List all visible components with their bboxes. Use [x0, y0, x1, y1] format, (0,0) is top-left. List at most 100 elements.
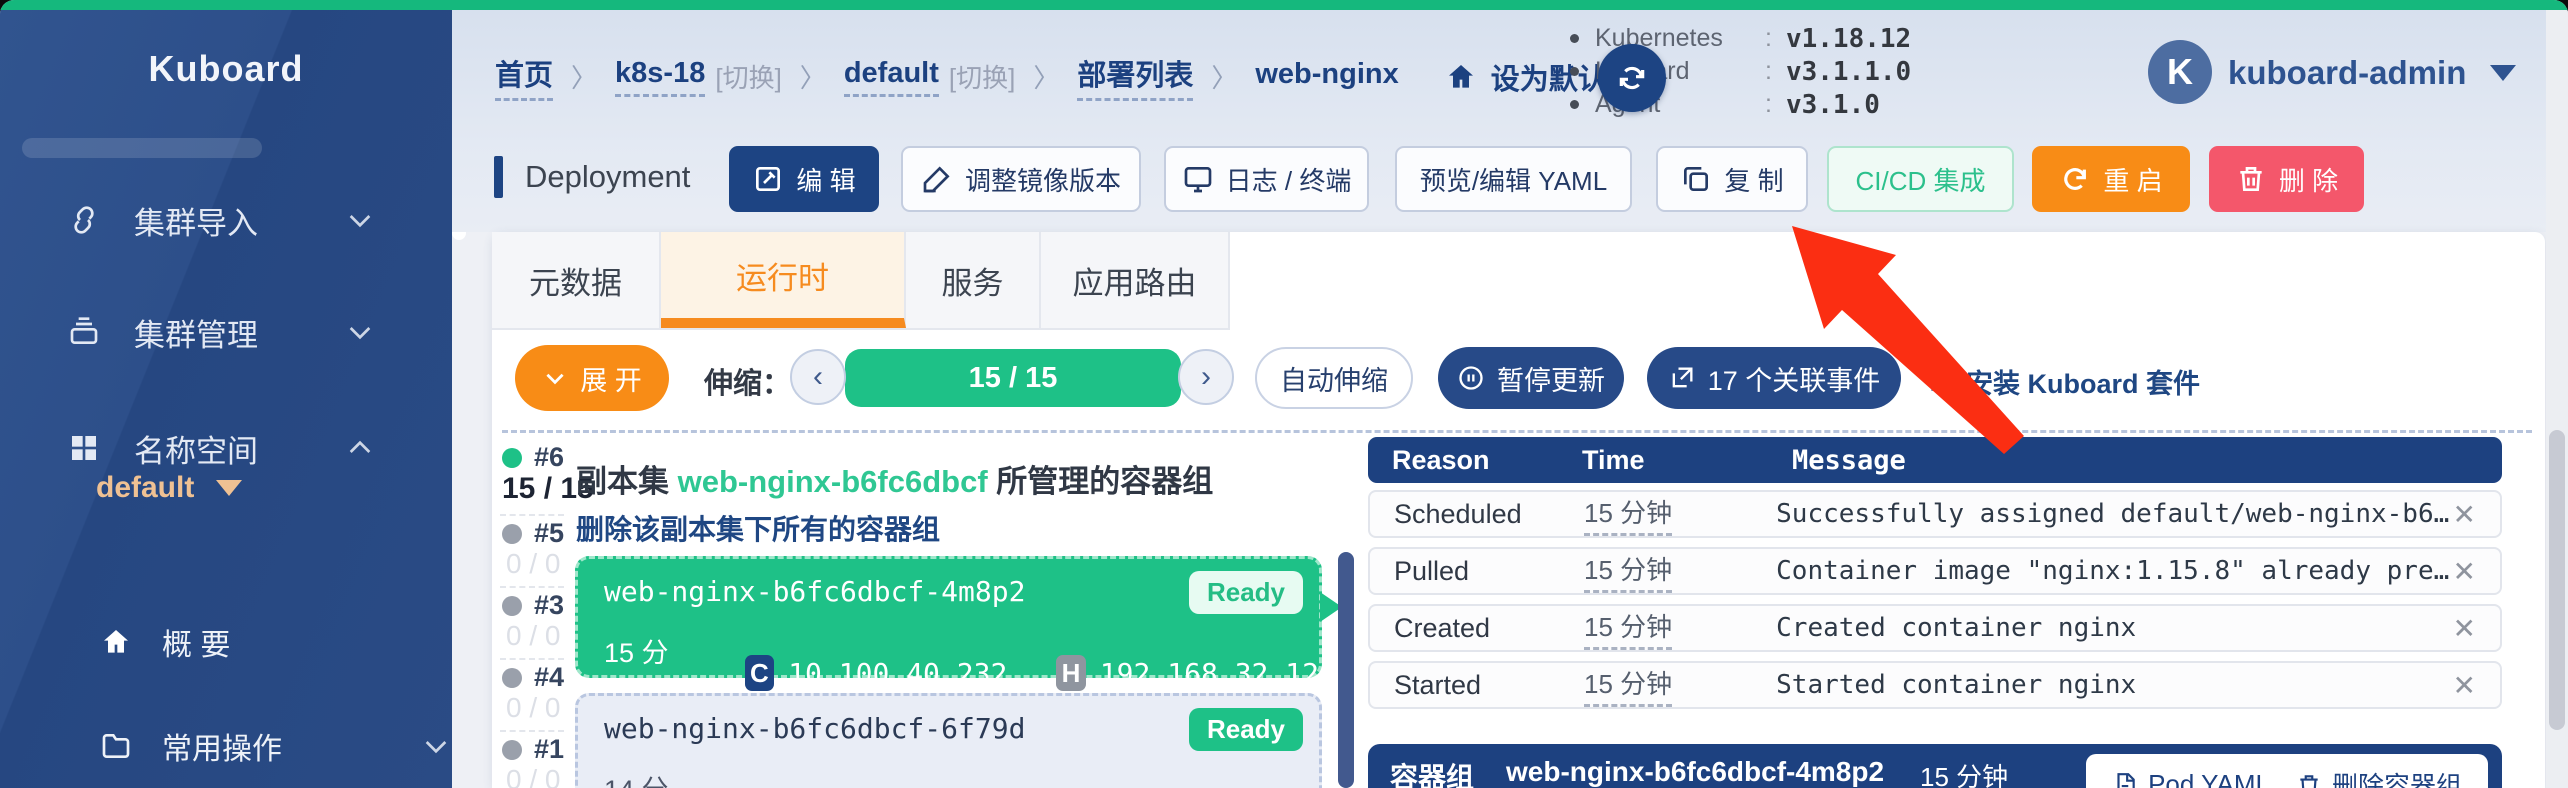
- replicaset-title: 副本集 web-nginx-b6fc6dbcf 所管理的容器组: [576, 464, 1214, 499]
- breadcrumb-cluster[interactable]: k8s-18: [615, 57, 706, 97]
- namespace-switch-link[interactable]: [切换]: [948, 63, 1016, 93]
- rail-separator: [500, 730, 564, 732]
- pod-name: web-nginx-b6fc6dbcf-6f79d: [604, 712, 1026, 745]
- pause-update-button[interactable]: 暂停更新: [1438, 347, 1624, 409]
- sidebar-item-cluster-import[interactable]: 集群导入: [0, 184, 452, 256]
- expand-button[interactable]: 展 开: [515, 345, 669, 411]
- page-scrollbar[interactable]: [2546, 10, 2568, 788]
- page-scrollbar-thumb[interactable]: [2549, 430, 2565, 730]
- copy-button[interactable]: 复 制: [1656, 146, 1808, 212]
- restart-button[interactable]: 重 启: [2032, 146, 2190, 212]
- rail-separator: [500, 658, 564, 660]
- external-link-icon: [1668, 364, 1696, 392]
- revision-dot: [502, 523, 522, 544]
- refresh-versions-button[interactable]: [1598, 44, 1666, 112]
- revision-item[interactable]: #4: [502, 662, 564, 693]
- restart-icon: [2059, 163, 2091, 195]
- edit-button[interactable]: 编 辑: [729, 146, 879, 212]
- tab-metadata[interactable]: 元数据: [492, 232, 661, 328]
- delete-button[interactable]: 删 除: [2209, 146, 2364, 212]
- pod-detail-label: 容器组: [1390, 762, 1475, 788]
- tab-ingress[interactable]: 应用路由: [1041, 232, 1230, 328]
- events-header: Reason Time Message: [1368, 437, 2502, 483]
- pod-detail-age: 15 分钟: [1920, 762, 2009, 788]
- revision-count: 15 / 15: [502, 472, 594, 505]
- chevron-down-icon: [344, 316, 376, 348]
- triangle-down-icon: [216, 480, 243, 496]
- top-accent-bar: [0, 0, 2568, 10]
- revision-item[interactable]: #5: [502, 518, 564, 549]
- scale-down-button[interactable]: ‹: [790, 349, 846, 405]
- replicaset-name: web-nginx-b6fc6dbcf: [677, 464, 988, 499]
- delete-pod-button[interactable]: 删除容器组: [2296, 766, 2462, 788]
- breadcrumb-deploy-list[interactable]: 部署列表: [1077, 52, 1194, 101]
- event-row: Started 15 分钟 Started container nginx ✕: [1368, 661, 2502, 709]
- pod-card[interactable]: web-nginx-b6fc6dbcf-6f79d Ready 14 分钟 C …: [575, 693, 1322, 788]
- breadcrumb-separator: 〉: [1033, 63, 1060, 93]
- scale-up-button[interactable]: ›: [1178, 349, 1234, 405]
- tab-service[interactable]: 服务: [906, 232, 1041, 328]
- cluster-switch-link[interactable]: [切换]: [715, 63, 782, 93]
- caret-down-icon: [2490, 65, 2517, 81]
- pencil-icon: [921, 163, 953, 195]
- tab-bar: 元数据 运行时 服务 应用路由: [492, 232, 1230, 330]
- breadcrumb-namespace[interactable]: default: [843, 57, 939, 97]
- terminal-icon: [1182, 163, 1214, 195]
- close-icon[interactable]: ✕: [2452, 612, 2476, 644]
- breadcrumb-home[interactable]: 首页: [495, 52, 554, 101]
- user-menu[interactable]: kuboard-admin: [2228, 54, 2517, 92]
- host-ip: 192.168.32.12: [1099, 656, 1319, 690]
- sidebar-item-label: 概 要: [162, 629, 231, 662]
- logs-terminal-button[interactable]: 日志 / 终端: [1164, 146, 1369, 212]
- sidebar-item-cluster-manage[interactable]: 集群管理: [0, 296, 452, 368]
- revision-item[interactable]: #6: [502, 442, 564, 473]
- close-icon[interactable]: ✕: [2452, 555, 2476, 587]
- revision-item[interactable]: #1: [502, 734, 564, 765]
- pod-status-badge: Ready: [1188, 708, 1303, 751]
- sidebar-item-label: 常用操作: [162, 733, 282, 766]
- close-icon[interactable]: ✕: [2452, 669, 2476, 701]
- pod-status-badge: Ready: [1188, 571, 1303, 614]
- pod-meta: 14 分钟 C 10.100.40.218 H 192.168.32.12: [604, 768, 1319, 788]
- install-addon-link[interactable]: 安装 Kuboard 套件: [1926, 362, 2200, 401]
- pod-meta: 15 分钟 C 10.100.40.232 H 192.168.32.12: [604, 631, 1319, 715]
- sidebar-item-namespace[interactable]: 名称空间: [0, 412, 452, 484]
- revision-count: 0 / 0: [506, 764, 561, 788]
- sidebar-item-label: 名称空间: [134, 433, 258, 469]
- pause-circle-icon: [1457, 364, 1485, 392]
- resource-type-label: Deployment: [494, 156, 690, 198]
- revision-dot: [502, 739, 522, 760]
- pod-list-scrollbar-thumb[interactable]: [1338, 552, 1354, 788]
- version-row-kubernetes: Kubernetes : v1.18.12: [1570, 22, 1911, 55]
- container-ip: 10.100.40.232: [788, 656, 1008, 690]
- pod-yaml-button[interactable]: Pod YAML: [2112, 769, 2270, 788]
- tab-runtime[interactable]: 运行时: [661, 232, 906, 328]
- revision-count: 0 / 0: [506, 692, 561, 723]
- pod-detail-actions: Pod YAML 删除容器组: [2086, 754, 2488, 788]
- events-col-message: Message: [1792, 444, 1906, 476]
- sidebar-item-overview[interactable]: 概 要: [100, 610, 230, 674]
- sidebar-item-common-ops[interactable]: 常用操作: [100, 714, 452, 778]
- namespace-selector[interactable]: default: [96, 458, 243, 518]
- user-avatar[interactable]: K: [2148, 40, 2212, 104]
- close-icon[interactable]: ✕: [2452, 498, 2476, 530]
- cluster-icon: [68, 316, 100, 348]
- revision-dot: [502, 595, 522, 616]
- bullet-icon: [1570, 34, 1579, 43]
- chevron-down-icon: [542, 365, 568, 391]
- trash-icon: [2296, 772, 2322, 788]
- container-ip-badge: C: [744, 655, 775, 691]
- cicd-button[interactable]: CI/CD 集成: [1827, 146, 2014, 212]
- refresh-icon: [1616, 62, 1648, 94]
- revision-item[interactable]: #3: [502, 590, 564, 621]
- delete-replicaset-pods-link[interactable]: 删除该副本集下所有的容器组: [576, 514, 941, 545]
- accent-bar: [494, 156, 503, 198]
- adjust-image-button[interactable]: 调整镜像版本: [901, 146, 1141, 212]
- breadcrumb-separator: 〉: [1211, 63, 1238, 93]
- related-events-button[interactable]: 17 个关联事件: [1647, 347, 1901, 409]
- autoscale-button[interactable]: 自动伸缩: [1255, 347, 1413, 409]
- pod-card-selected[interactable]: web-nginx-b6fc6dbcf-4m8p2 Ready 15 分钟 C …: [575, 556, 1322, 715]
- selected-pod-pointer: [1320, 592, 1342, 622]
- yaml-button[interactable]: 预览/编辑 YAML: [1395, 146, 1632, 212]
